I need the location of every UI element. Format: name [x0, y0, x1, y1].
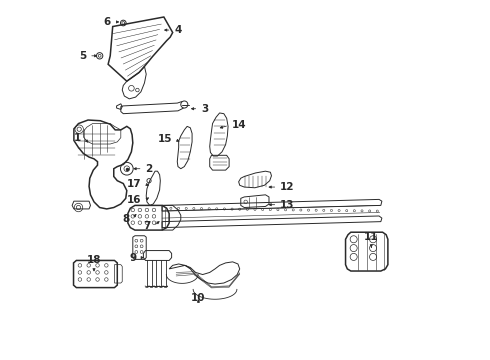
Text: 15: 15 [158, 134, 172, 144]
Text: 16: 16 [127, 195, 142, 206]
Text: 18: 18 [87, 255, 101, 265]
Text: 9: 9 [129, 253, 136, 262]
Text: 6: 6 [104, 17, 111, 27]
Text: 14: 14 [232, 120, 246, 130]
Text: 13: 13 [280, 200, 295, 210]
Text: 4: 4 [174, 25, 182, 35]
Text: 3: 3 [201, 104, 209, 114]
Text: 17: 17 [127, 179, 142, 189]
Text: 8: 8 [122, 214, 129, 224]
Text: 7: 7 [143, 221, 150, 231]
Text: 5: 5 [79, 51, 86, 61]
Text: 12: 12 [280, 182, 295, 192]
Text: 2: 2 [146, 164, 153, 174]
Text: 1: 1 [74, 133, 80, 143]
Text: 10: 10 [191, 293, 206, 303]
Circle shape [181, 101, 188, 108]
Text: 11: 11 [364, 233, 379, 242]
